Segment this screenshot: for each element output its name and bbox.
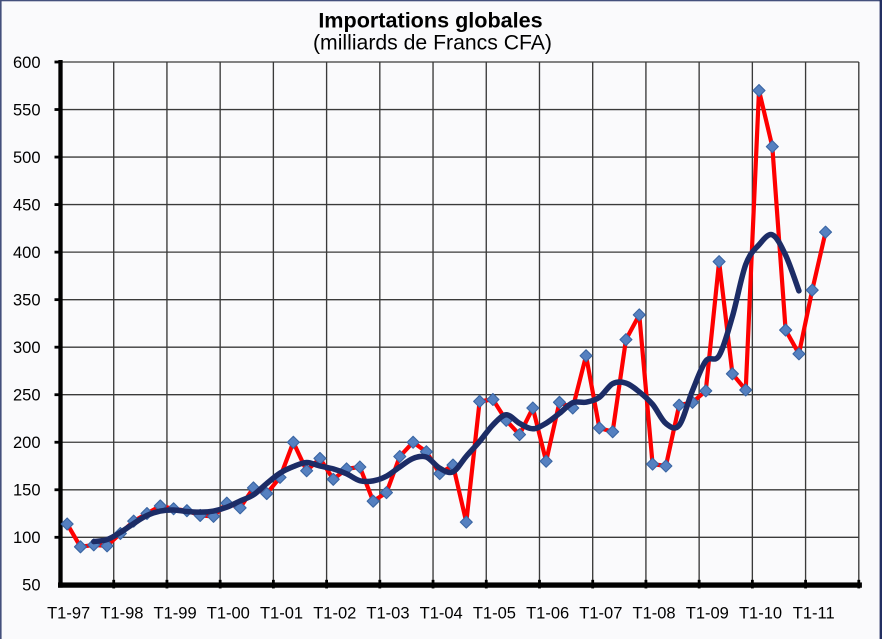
- svg-text:T1-08: T1-08: [633, 605, 676, 623]
- svg-text:T1-00: T1-00: [207, 605, 250, 623]
- svg-text:500: 500: [13, 149, 41, 167]
- svg-text:(milliards de Francs CFA): (milliards de Francs CFA): [313, 32, 552, 55]
- svg-text:T1-06: T1-06: [526, 605, 569, 623]
- svg-text:200: 200: [13, 434, 41, 452]
- svg-text:T1-01: T1-01: [260, 605, 303, 623]
- svg-text:T1-97: T1-97: [47, 605, 90, 623]
- svg-text:100: 100: [13, 529, 41, 547]
- svg-text:350: 350: [13, 291, 41, 309]
- svg-text:T1-99: T1-99: [154, 605, 197, 623]
- svg-text:T1-04: T1-04: [420, 605, 463, 623]
- svg-text:150: 150: [13, 482, 41, 500]
- svg-text:250: 250: [13, 387, 41, 405]
- svg-text:550: 550: [13, 101, 41, 119]
- svg-text:T1-11: T1-11: [793, 605, 835, 623]
- svg-text:300: 300: [13, 339, 41, 357]
- svg-text:450: 450: [13, 196, 41, 214]
- svg-text:600: 600: [13, 54, 41, 72]
- svg-text:T1-98: T1-98: [100, 605, 143, 623]
- svg-text:50: 50: [22, 577, 40, 595]
- svg-text:T1-05: T1-05: [473, 605, 516, 623]
- svg-text:T1-07: T1-07: [579, 605, 622, 623]
- svg-text:T1-02: T1-02: [313, 605, 356, 623]
- svg-text:T1-03: T1-03: [366, 605, 409, 623]
- svg-text:400: 400: [13, 244, 41, 262]
- svg-text:T1-10: T1-10: [739, 605, 782, 623]
- svg-text:T1-09: T1-09: [686, 605, 729, 623]
- svg-text:Importations globales: Importations globales: [318, 7, 542, 32]
